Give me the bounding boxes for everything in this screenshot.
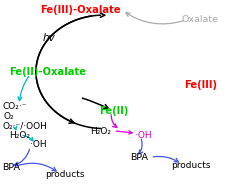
Text: Fe(III)-Oxalate: Fe(III)-Oxalate	[40, 5, 121, 15]
Text: H₂O₂: H₂O₂	[9, 131, 30, 140]
Text: products: products	[45, 170, 84, 179]
Text: CO₂·⁻: CO₂·⁻	[2, 102, 27, 111]
Text: BPA: BPA	[2, 163, 20, 172]
Text: H₂O₂: H₂O₂	[89, 127, 110, 136]
Text: Oxalate: Oxalate	[181, 15, 218, 24]
Text: hv: hv	[42, 33, 55, 43]
Text: ·OH: ·OH	[134, 131, 151, 140]
Text: O₂: O₂	[3, 112, 14, 121]
Text: Fe(III): Fe(III)	[183, 80, 216, 90]
Text: Fe(II)-Oxalate: Fe(II)-Oxalate	[9, 67, 86, 77]
Text: O₂·⁻/·OOH: O₂·⁻/·OOH	[2, 121, 47, 130]
Text: ·OH: ·OH	[30, 140, 47, 149]
Text: products: products	[170, 161, 209, 170]
Text: BPA: BPA	[130, 153, 148, 162]
Text: Fe(II): Fe(II)	[98, 106, 128, 115]
